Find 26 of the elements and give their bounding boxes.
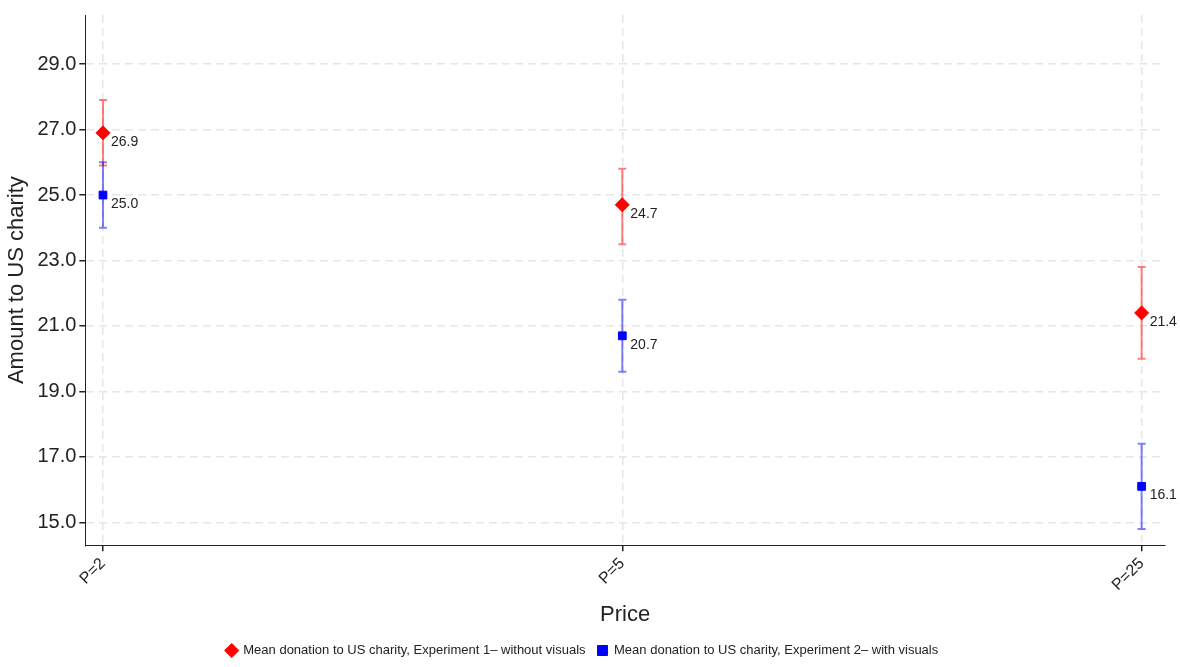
data-label: 20.7: [630, 335, 658, 352]
y-tick-label: 21.0: [37, 313, 77, 336]
data-label: 24.7: [630, 204, 658, 221]
y-tick-label: 19.0: [37, 378, 77, 401]
data-label: 16.1: [1149, 486, 1178, 503]
data-label: 21.4: [1149, 312, 1178, 329]
y-tick-label: 25.0: [37, 182, 77, 205]
point: [1134, 305, 1150, 321]
y-tick-label: 15.0: [37, 509, 77, 532]
x-axis-title: Price: [600, 600, 651, 626]
y-tick-label: 27.0: [37, 117, 77, 140]
y-tick-label: 29.0: [37, 51, 77, 74]
point: [614, 197, 630, 213]
point: [1137, 481, 1147, 491]
y-tick-label: 17.0: [37, 444, 77, 467]
point: [617, 331, 627, 341]
x-tick-label: P=2: [75, 554, 109, 587]
point: [98, 190, 108, 200]
legend-label: Mean donation to US charity, Experiment 1– without visuals: [243, 642, 587, 658]
x-tick-label: P=5: [595, 554, 628, 587]
data-label: 26.9: [110, 132, 139, 149]
y-tick-label: 23.0: [37, 248, 77, 271]
point: [95, 125, 111, 141]
legend-label: Mean donation to US charity, Experiment 2– with visuals: [614, 642, 939, 658]
y-axis-title: Amount to US charity: [3, 176, 29, 385]
data-label: 25.0: [110, 194, 139, 211]
